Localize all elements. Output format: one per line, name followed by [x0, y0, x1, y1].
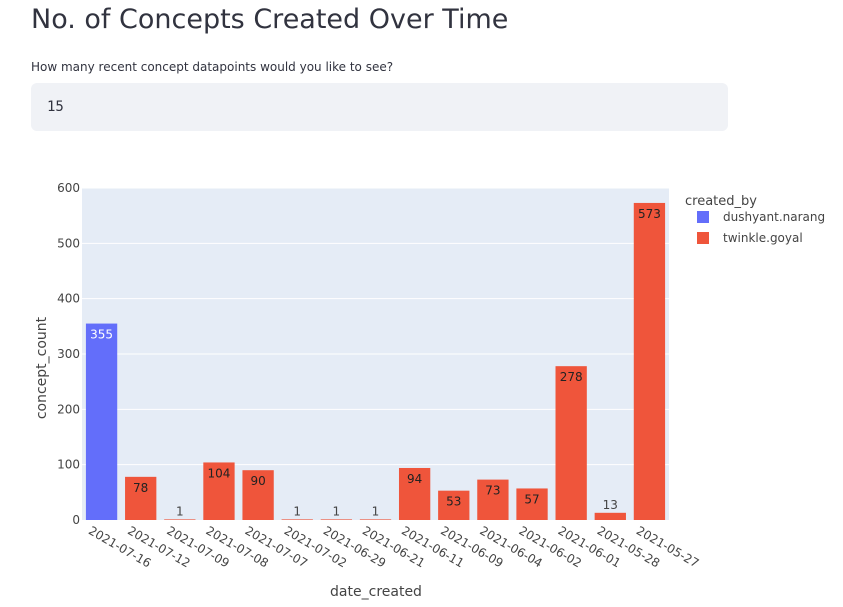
data-label: 104 — [208, 466, 231, 480]
data-label: 13 — [603, 498, 618, 512]
bar-twinkle.goyal[interactable] — [125, 476, 157, 520]
data-label: 73 — [485, 484, 500, 498]
legend-label: dushyant.narang — [723, 210, 825, 224]
y-tick-label: 200 — [57, 402, 80, 416]
legend-title: created_by — [685, 194, 757, 209]
data-label: 1 — [372, 504, 380, 518]
bar-twinkle.goyal[interactable] — [438, 490, 470, 520]
bar-twinkle.goyal[interactable] — [555, 366, 587, 520]
bar-twinkle.goyal[interactable] — [516, 488, 548, 520]
legend-swatch — [697, 232, 709, 244]
x-axis-ticks: 2021-07-162021-07-122021-07-092021-07-08… — [86, 523, 701, 570]
data-label: 1 — [176, 504, 184, 518]
bar-twinkle.goyal[interactable] — [477, 479, 509, 520]
data-label: 53 — [446, 495, 461, 509]
y-tick-label: 100 — [57, 458, 80, 472]
legend-swatch — [697, 211, 709, 223]
y-tick-label: 600 — [57, 181, 80, 195]
bar-twinkle.goyal[interactable] — [633, 202, 666, 520]
y-axis-title: concept_count — [34, 316, 50, 419]
data-label: 573 — [638, 207, 661, 221]
y-tick-label: 500 — [57, 236, 80, 250]
datapoints-number-input[interactable] — [31, 83, 728, 131]
data-label: 57 — [524, 492, 539, 506]
bar-twinkle.goyal[interactable] — [281, 519, 313, 520]
datapoints-input-label: How many recent concept datapoints would… — [31, 60, 394, 74]
bar-dushyant.narang[interactable] — [85, 323, 118, 520]
bar-twinkle.goyal[interactable] — [164, 519, 196, 520]
data-label: 1 — [293, 504, 301, 518]
bar-twinkle.goyal[interactable] — [594, 512, 626, 520]
y-tick-label: 0 — [72, 513, 80, 527]
bar-chart: 0 100 200 300 400 500 600 355 78 1 104 90 1 1 1 94 53 73… — [34, 181, 825, 600]
data-label: 94 — [407, 472, 422, 486]
legend[interactable]: created_by dushyant.narang twinkle.goyal — [685, 194, 825, 245]
bar-twinkle.goyal[interactable] — [398, 467, 431, 520]
data-labels: 355 78 1 104 90 1 1 1 94 53 73 57 278 13 573 — [90, 207, 661, 519]
y-tick-label: 300 — [57, 347, 80, 361]
y-axis-ticks: 0 100 200 300 400 500 600 — [57, 181, 80, 527]
data-label: 78 — [133, 481, 148, 495]
data-label: 90 — [250, 474, 265, 488]
legend-label: twinkle.goyal — [723, 231, 803, 245]
data-label: 355 — [90, 328, 113, 342]
bar-twinkle.goyal[interactable] — [359, 519, 392, 520]
bar-twinkle.goyal[interactable] — [242, 470, 274, 520]
y-tick-label: 400 — [57, 292, 80, 306]
data-label: 1 — [333, 504, 341, 518]
bar-twinkle.goyal[interactable] — [203, 462, 235, 520]
bar-twinkle.goyal[interactable] — [320, 519, 353, 520]
page-title: No. of Concepts Created Over Time — [31, 4, 509, 35]
data-label: 278 — [560, 370, 583, 384]
gridlines — [82, 187, 669, 466]
x-axis-title: date_created — [330, 584, 422, 600]
bars[interactable] — [85, 202, 666, 520]
